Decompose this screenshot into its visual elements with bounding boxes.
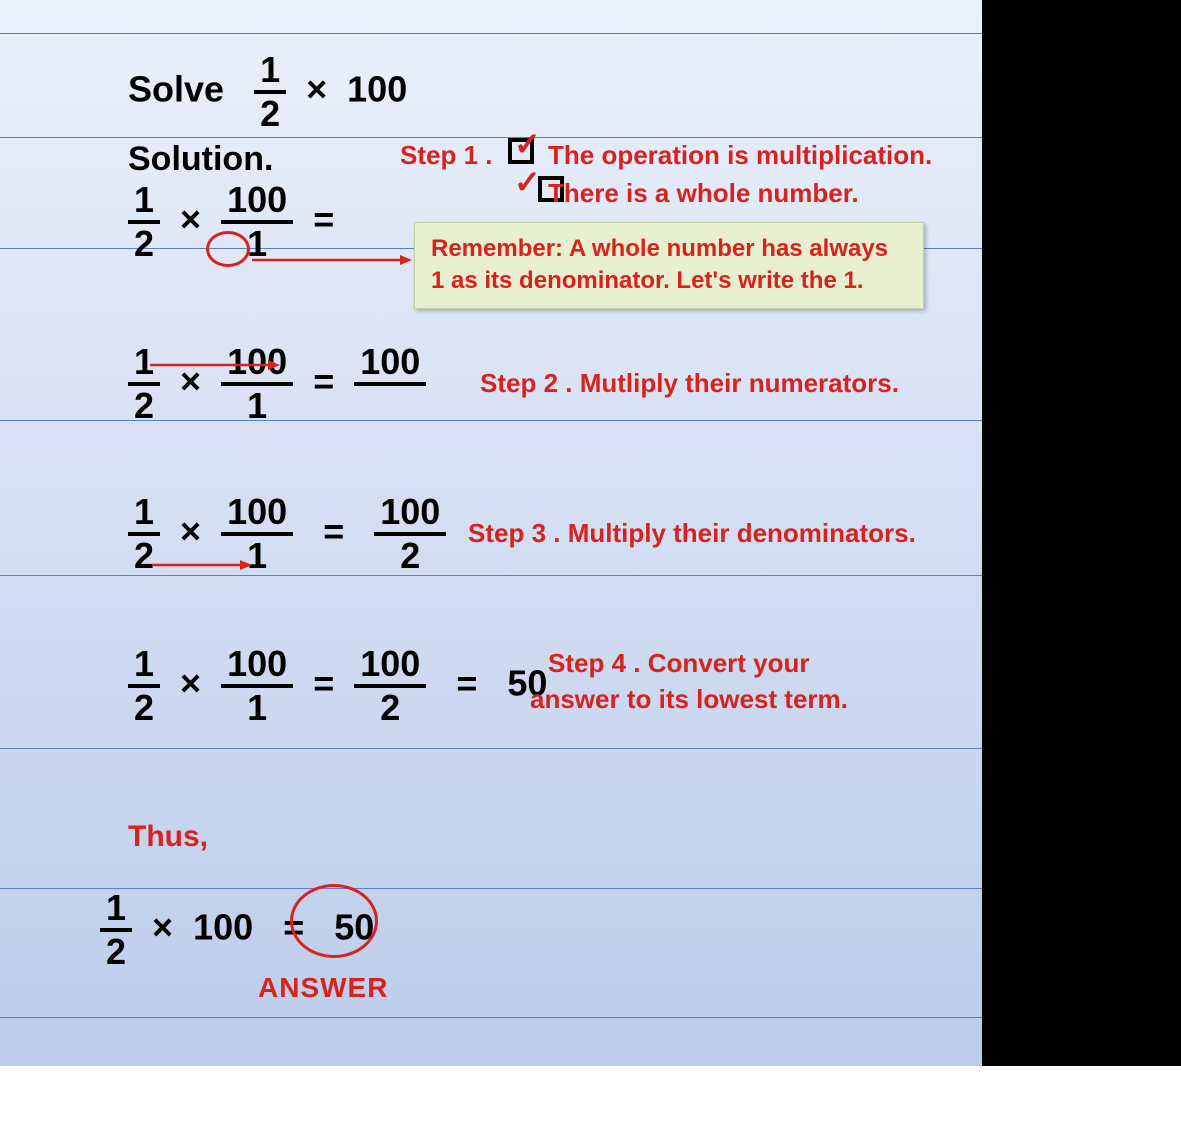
denominator: 1 [241,386,273,424]
numerator: 100 [354,344,426,382]
fraction: 1 2 [128,182,160,262]
numerator: 1 [128,494,160,532]
numerator: 1 [128,182,160,220]
op-times: × [180,663,201,704]
checkmark-icon: ✓ [514,163,541,201]
denominator: 2 [128,224,160,262]
fraction: 1 2 [128,646,160,726]
result-num-only: 100 0 [354,344,426,424]
answer-label: ANSWER [258,972,388,1004]
op-times: × [180,511,201,552]
circle-highlight [206,231,250,267]
numerator: 100 [354,646,426,684]
fraction: 1 2 [100,890,132,970]
prompt-word: Solve [128,69,224,110]
fraction-bar [354,382,426,386]
fraction: 100 1 [221,646,293,726]
white-strip [0,1066,1181,1124]
numerator: 100 [221,646,293,684]
equals: = [313,663,334,704]
op-times: × [152,907,173,948]
equals: = [313,361,334,402]
step3-label: Step 3 . Multiply their denominators. [468,518,916,549]
step4-label-a: Step 4 . Convert your [548,648,810,679]
equals: = [456,663,477,704]
denominator: 2 [128,386,160,424]
denominator: 2 [100,932,132,970]
numerator: 100 [221,182,293,220]
fraction: 1 2 [128,344,160,424]
answer-circle [290,884,378,958]
denominator: 2 [374,688,406,726]
denominator: 2 [254,94,286,132]
numerator: 1 [128,646,160,684]
rule-line [0,888,982,889]
step4-label-b: answer to its lowest term. [530,684,848,715]
black-strip [982,0,1181,1066]
rhs-whole: 100 [193,907,253,948]
rule-line [0,33,982,34]
fraction: 100 2 [354,646,426,726]
arrow-icon [150,358,280,372]
numerator: 100 [221,494,293,532]
rule-line [0,748,982,749]
rhs-whole: 100 [347,69,407,110]
rule-line [0,137,982,138]
rule-line [0,1017,982,1018]
op-times: × [306,69,327,110]
remember-line1: Remember: A whole number has always [431,233,907,265]
solution-label: Solution. [128,140,273,179]
fraction: 100 2 [374,494,446,574]
remember-line2: 1 as its denominator. Let's write the 1. [431,265,907,297]
thus-label: Thus, [128,820,208,854]
fraction-lhs: 1 2 [254,52,286,132]
numerator: 1 [100,890,132,928]
step2-equation: 1 2 × 100 1 = 100 0 [128,344,426,424]
remember-box: Remember: A whole number has always 1 as… [414,222,924,309]
step1-line-a: The operation is multiplication. [548,140,932,171]
op-times: × [180,199,201,240]
arrow-icon [152,558,252,572]
denominator: 2 [394,536,426,574]
step4-equation: 1 2 × 100 1 = 100 2 = 50 [128,646,547,726]
denominator: 1 [241,688,273,726]
numerator: 1 [254,52,286,90]
denominator: 2 [128,688,160,726]
fraction: 100 1 [221,344,293,424]
arrow-icon [252,252,412,282]
step2-label: Step 2 . Mutliply their numerators. [480,368,899,399]
equals: = [313,199,334,240]
step1-line-b: There is a whole number. [548,178,859,209]
equals: = [323,511,344,552]
numerator: 100 [374,494,446,532]
problem-row: Solve 1 2 × 100 [128,52,407,132]
checkmark-icon: ✓ [514,125,541,163]
step1-label: Step 1 . [400,140,492,171]
